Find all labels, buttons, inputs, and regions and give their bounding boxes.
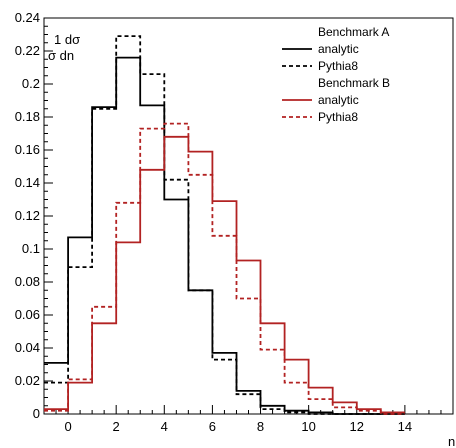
y-axis-label-bottom: σ dn [48,48,74,63]
legend: Benchmark A analytic Pythia8 Benchmark B ana… [282,25,390,124]
series-line-1 [44,35,405,415]
series-line-2 [44,135,405,414]
legend-entry: analytic [318,42,359,56]
y-tick-label: 0.12 [15,208,40,223]
x-axis-label: n [448,434,455,448]
y-tick-label: 0.18 [15,109,40,124]
x-tick-label: 12 [350,419,364,434]
y-tick-label: 0.16 [15,142,40,157]
y-axis: 0 0.02 0.04 0.06 0.08 0.1 0.12 0.14 0.16 0.18 0.2 0… [15,10,53,421]
series-group [44,35,405,415]
x-tick-label: 14 [398,419,412,434]
x-tick-label: 6 [209,419,216,434]
y-tick-label: 0.08 [15,274,40,289]
y-tick-label: 0.1 [22,241,40,256]
legend-group-title: Benchmark B [318,76,390,90]
x-tick-label: 4 [161,419,168,434]
y-axis-label-top: 1 dσ [54,32,80,47]
y-tick-label: 0.22 [15,43,40,58]
legend-entry: Pythia8 [318,59,358,73]
x-tick-label: 2 [113,419,120,434]
y-tick-label: 0.02 [15,373,40,388]
x-axis: 0 2 4 6 8 10 12 14 [43,405,454,434]
y-tick-label: 0.14 [15,175,40,190]
y-tick-label: 0 [33,406,40,421]
plot-frame [43,17,454,415]
legend-group-title: Benchmark A [318,25,389,39]
legend-entry: analytic [318,93,359,107]
y-tick-label: 0.04 [15,340,40,355]
y-tick-label: 0.2 [22,76,40,91]
legend-entry: Pythia8 [318,110,358,124]
x-tick-label: 10 [301,419,315,434]
y-tick-label: 0.06 [15,307,40,322]
x-tick-label: 0 [64,419,71,434]
x-tick-label: 8 [257,419,264,434]
series-line-3 [44,122,405,415]
y-tick-label: 0.24 [15,10,40,25]
